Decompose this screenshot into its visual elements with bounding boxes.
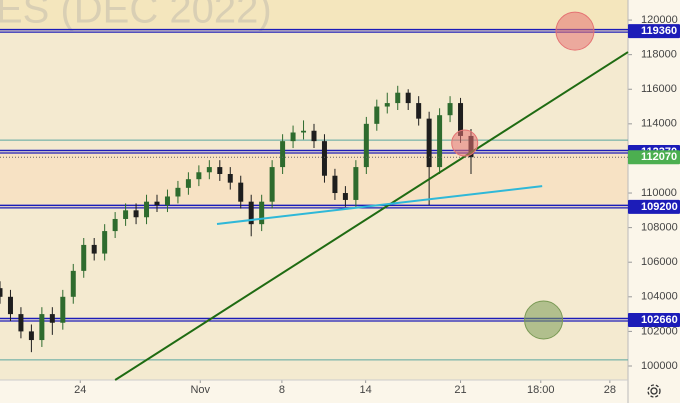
candle-body [7, 296, 13, 315]
candle-body [144, 201, 150, 218]
settings-icon[interactable] [647, 384, 661, 398]
candle-body [437, 115, 443, 168]
candle-body [332, 175, 338, 194]
x-tick-label: 24 [74, 384, 86, 396]
x-tick-label: Nov [190, 384, 210, 396]
time-axis-background [0, 380, 628, 403]
candle-body [49, 314, 55, 323]
y-tick-label: 114000 [641, 118, 677, 130]
price-tag-label: 102660 [641, 314, 678, 326]
candle-body [154, 201, 160, 206]
candle-body [458, 103, 464, 136]
candle-body [238, 182, 244, 202]
candle-body [290, 132, 296, 142]
price-tag-label: 119360 [641, 25, 677, 37]
candle-body [353, 167, 359, 200]
x-tick-label: 18:00 [527, 384, 555, 396]
candle-body [102, 231, 108, 254]
x-tick-label: 14 [360, 384, 372, 396]
candle-body [321, 141, 327, 176]
y-tick-label: 110000 [641, 187, 677, 199]
candle-body [426, 118, 432, 168]
candle-body [363, 123, 369, 168]
candle-body [18, 314, 24, 332]
y-tick-label: 120000 [641, 14, 678, 26]
price-tag-label: 109200 [641, 201, 678, 213]
y-tick-label: 106000 [641, 256, 678, 268]
candle-body [217, 167, 223, 175]
candle-body [175, 187, 181, 197]
marker-circle [524, 300, 564, 340]
candle-body [269, 167, 275, 202]
price-tag [628, 24, 680, 39]
candle-body [311, 130, 317, 142]
candle-body [301, 130, 307, 133]
candle-body [123, 210, 129, 219]
candle-body [227, 174, 233, 183]
candle-body [416, 103, 422, 119]
price-tag [628, 150, 680, 165]
candle-body [112, 218, 118, 232]
candle-body [0, 288, 3, 297]
trendline [216, 185, 543, 225]
candle-body [280, 141, 286, 168]
trendline [114, 51, 629, 381]
candle-body [374, 106, 380, 124]
candle-body [447, 103, 453, 116]
candle-body [70, 270, 76, 297]
candle-body [60, 296, 66, 323]
marker-circle [555, 11, 595, 51]
watermark-title: ES (DEC 2022) [0, 0, 272, 32]
price-tag [628, 312, 680, 327]
y-tick-label: 108000 [641, 222, 678, 234]
candle-body [133, 210, 139, 218]
candle-body [196, 172, 202, 180]
y-tick-label: 104000 [641, 291, 678, 303]
x-tick-label: 28 [604, 384, 616, 396]
candle-body [91, 244, 97, 254]
candle-body [81, 244, 87, 271]
y-tick-label: 116000 [641, 83, 677, 95]
x-tick-label: 21 [454, 384, 466, 396]
candle-body [164, 196, 170, 206]
candle-body [28, 331, 34, 341]
y-tick-label: 100000 [641, 360, 678, 372]
marker-circle [451, 129, 479, 157]
candle-body [405, 92, 411, 104]
candle-body [259, 201, 265, 225]
candle-body [248, 201, 254, 225]
candle-body [395, 92, 401, 104]
price-tag-label: 112070 [641, 151, 677, 163]
y-tick-label: 102000 [641, 325, 678, 337]
band [0, 0, 628, 32]
x-tick-label: 8 [279, 384, 285, 396]
candle-body [384, 103, 390, 107]
candle-body [39, 314, 45, 341]
candle-body [185, 179, 191, 188]
y-tick-label: 118000 [641, 49, 677, 61]
candle-body [206, 167, 212, 173]
band [0, 152, 628, 207]
price-tag [628, 199, 680, 214]
candle-body [342, 193, 348, 200]
